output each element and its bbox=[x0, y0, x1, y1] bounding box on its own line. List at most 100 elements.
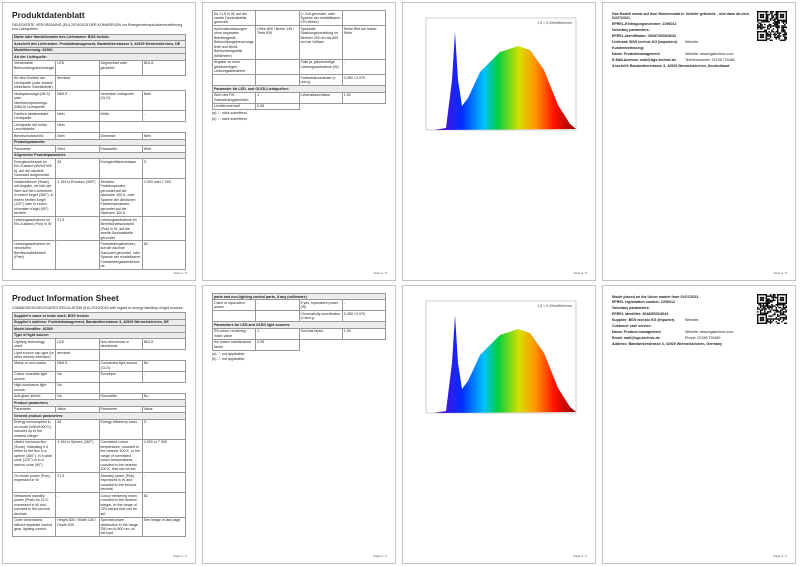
table-row: Chromaticity coordinates (x and y) 0,380 … bbox=[211, 310, 387, 323]
qr-module bbox=[761, 299, 763, 302]
table-cell: Claim of equivalent power bbox=[211, 299, 257, 312]
qr-module bbox=[778, 319, 780, 322]
table-row: Energy consumption in on-mode (kWh/1000 … bbox=[11, 418, 187, 440]
qr-module bbox=[769, 306, 772, 309]
table-cell bbox=[341, 9, 387, 27]
qr-module bbox=[765, 12, 767, 14]
chart-caption: 1,0 = 0,194mW/m²/nm bbox=[537, 21, 572, 25]
table-row: Light source cap-type (or other electric… bbox=[11, 349, 186, 361]
table-cell: Chromaticity coordinates (x and y) bbox=[298, 310, 343, 323]
qr-module bbox=[757, 301, 759, 303]
qr-module bbox=[774, 13, 776, 16]
qr-module bbox=[777, 35, 779, 37]
qr-module bbox=[765, 18, 767, 20]
qr-module bbox=[778, 19, 780, 21]
qr-module bbox=[769, 322, 772, 324]
qr-module bbox=[782, 35, 785, 37]
qr-module bbox=[784, 39, 786, 41]
qr-module bbox=[768, 305, 770, 307]
info-line: Anschrift: Bandwirkerstrasse 3, 42929 We… bbox=[612, 64, 752, 68]
qr-module bbox=[759, 322, 762, 324]
qr-module bbox=[767, 321, 769, 323]
qr-module bbox=[782, 28, 785, 30]
qr-module bbox=[785, 26, 787, 29]
qr-module bbox=[777, 318, 779, 320]
info-line: Voluntary parameters: bbox=[612, 28, 752, 32]
table-row: Netzspannungs-(MLS) oder Nichtnetzspannu… bbox=[11, 90, 187, 112]
qr-module bbox=[781, 28, 783, 30]
page-subtitle: DELEGIERTE VERORDNUNG (EU) 2019/2015 DER… bbox=[12, 22, 183, 32]
qr-module bbox=[758, 39, 760, 41]
qr-module bbox=[779, 39, 782, 41]
table-cell: 1,00 bbox=[341, 91, 387, 104]
qr-module bbox=[775, 23, 777, 26]
table-cell bbox=[211, 74, 257, 87]
page: Produktdatenblatt DELEGIERTE VERORDNUNG (… bbox=[2, 2, 196, 281]
qr-module bbox=[771, 304, 773, 306]
qr-module bbox=[764, 19, 766, 21]
qr-module bbox=[762, 318, 765, 320]
qr-module bbox=[757, 302, 759, 304]
table-row: Lichtstromerhalt 0,96 bbox=[211, 102, 386, 111]
table-row: General product parameters: bbox=[12, 412, 186, 420]
qr-module bbox=[777, 32, 779, 34]
info-text: Website: www.bgstechnic.com bbox=[685, 51, 734, 56]
qr-module bbox=[757, 19, 759, 21]
qr-module bbox=[774, 32, 776, 34]
qr-module bbox=[758, 31, 760, 33]
qr-module bbox=[759, 296, 762, 299]
table-cell: Falls ja, gleichwertige Leistungsaufnahm… bbox=[298, 58, 343, 76]
table-cell: 4 194 in Rundum (360°) bbox=[55, 178, 100, 218]
qr-module bbox=[765, 312, 767, 314]
info-text: Voluntary parameters: bbox=[612, 306, 650, 311]
qr-module bbox=[764, 294, 766, 296]
table-row: Colour-tuneable light source: No Envelope:… bbox=[11, 370, 187, 383]
page-subtitle: COMMISSION DELEGATED REGULATION (EU) 201… bbox=[12, 305, 183, 310]
qr-module bbox=[759, 309, 762, 312]
qr-module bbox=[758, 322, 760, 324]
qr-module bbox=[785, 12, 787, 14]
page: für CLS in W, auf die zweite Dezimalstel… bbox=[202, 2, 396, 281]
qr-module bbox=[762, 312, 765, 314]
qr-module bbox=[775, 316, 777, 319]
qr-module bbox=[765, 15, 767, 17]
qr-module bbox=[765, 35, 767, 37]
qr-module bbox=[761, 314, 763, 316]
table-cell: Art der Lichtquelle: bbox=[12, 53, 186, 61]
info-line: EPREL registration number: 2296012 bbox=[612, 300, 752, 304]
qr-module bbox=[785, 298, 787, 300]
qr-module bbox=[759, 16, 762, 19]
qr-module bbox=[781, 309, 783, 312]
qr-module bbox=[765, 304, 767, 306]
qr-module bbox=[778, 22, 780, 24]
qr-module bbox=[781, 308, 783, 310]
footnote: (a) '-': not applicable; bbox=[212, 351, 246, 356]
qr-module bbox=[768, 33, 770, 36]
qr-module bbox=[759, 33, 762, 36]
qr-module bbox=[782, 31, 785, 33]
qr-module bbox=[781, 312, 783, 314]
qr-module bbox=[769, 315, 772, 317]
qr-module bbox=[775, 33, 777, 36]
qr-module bbox=[777, 296, 779, 299]
qr-module bbox=[781, 296, 783, 299]
qr-module bbox=[785, 302, 787, 304]
qr-module bbox=[758, 25, 760, 27]
qr-module bbox=[759, 316, 762, 319]
qr-module bbox=[782, 15, 785, 17]
table-cell: Vernetzte Lichtquelle (CLS): bbox=[98, 90, 143, 112]
qr-module bbox=[777, 28, 779, 30]
table-cell: 28 bbox=[55, 418, 100, 440]
qr-module bbox=[771, 315, 773, 317]
qr-module bbox=[764, 311, 766, 313]
qr-module bbox=[785, 33, 787, 36]
spectrum-curve bbox=[434, 32, 576, 130]
qr-module bbox=[757, 33, 759, 36]
qr-module bbox=[774, 299, 776, 302]
qr-module bbox=[765, 31, 767, 33]
table-cell bbox=[211, 310, 257, 323]
table-row: Model identifier: 81560 bbox=[12, 325, 186, 333]
table-cell: 82 bbox=[141, 240, 187, 271]
footnote: (a) '-': nicht zutreffend; bbox=[212, 111, 248, 116]
qr-module bbox=[762, 26, 765, 29]
